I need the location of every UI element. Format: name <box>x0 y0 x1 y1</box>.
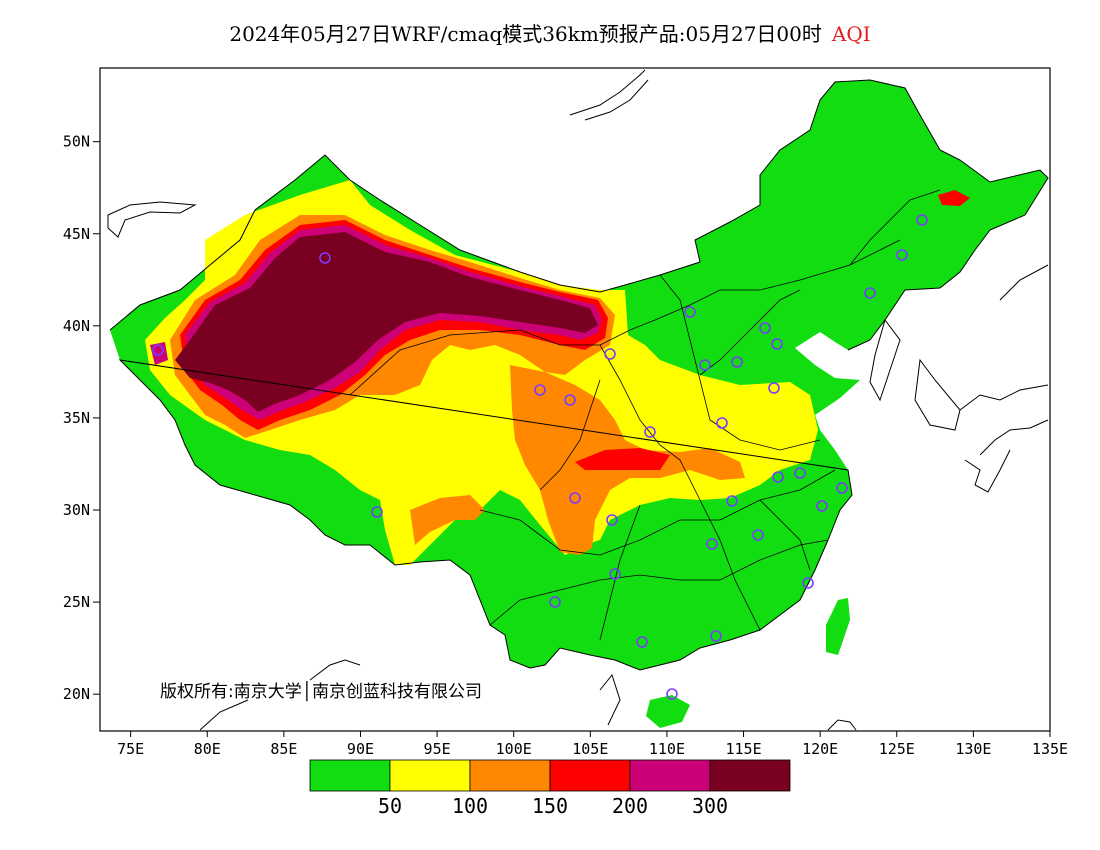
lon-tick-label: 115E <box>725 740 761 758</box>
station-marker <box>772 471 784 483</box>
lon-tick-label: 120E <box>802 740 838 758</box>
station-marker <box>609 568 621 580</box>
copyright-text: 版权所有:南京大学│南京创蓝科技有限公司 <box>160 681 482 702</box>
station-marker <box>759 322 771 334</box>
station-marker <box>706 538 718 550</box>
legend-swatch <box>549 759 631 792</box>
station-marker <box>710 630 722 642</box>
station-marker <box>816 500 828 512</box>
lon-tick-label: 85E <box>270 740 297 758</box>
station-marker <box>636 636 648 648</box>
lon-tick-label: 105E <box>572 740 608 758</box>
latitude-axis: 50N 45N 40N 35N 30N 25N 20N <box>63 133 100 703</box>
title-variable: AQI <box>831 22 871 46</box>
lat-tick-label: 25N <box>63 593 90 611</box>
station-marker <box>752 529 764 541</box>
station-marker <box>564 394 576 406</box>
station-marker <box>726 495 738 507</box>
longitude-axis: 75E 80E 85E 90E 95E 100E 105E 110E 115E 120E 125E 1… <box>117 731 1068 758</box>
legend-label: 300 <box>692 794 728 818</box>
lon-tick-label: 100E <box>496 740 532 758</box>
taiwan-island <box>826 598 850 655</box>
aqi-region-hazardous <box>175 232 598 412</box>
hainan-island <box>646 695 690 728</box>
legend-swatch <box>629 759 711 792</box>
lon-tick-label: 95E <box>424 740 451 758</box>
station-marker <box>864 287 876 299</box>
lon-tick-label: 80E <box>194 740 221 758</box>
station-marker <box>916 214 928 226</box>
station-marker <box>836 482 848 494</box>
legend-label: 200 <box>612 794 648 818</box>
station-marker <box>699 359 711 371</box>
station-marker <box>716 417 728 429</box>
lon-tick-label: 75E <box>117 740 144 758</box>
lon-tick-label: 135E <box>1032 740 1068 758</box>
lon-tick-label: 130E <box>955 740 991 758</box>
station-marker <box>644 426 656 438</box>
legend-swatch <box>389 759 471 792</box>
map-layer: 版权所有:南京大学│南京创蓝科技有限公司 <box>107 69 1049 731</box>
lon-tick-label: 90E <box>347 740 374 758</box>
lat-tick-label: 20N <box>63 685 90 703</box>
color-legend: 50 100 150 200 300 <box>309 759 791 818</box>
station-marker <box>896 249 908 261</box>
station-marker <box>569 492 581 504</box>
station-marker <box>152 344 164 356</box>
station-marker <box>604 348 616 360</box>
neighbouring-coastlines <box>107 69 1049 731</box>
lat-tick-label: 30N <box>63 501 90 519</box>
lon-tick-label: 110E <box>649 740 685 758</box>
title-main: 2024年05月27日WRF/cmaq模式36km预报产品:05月27日00时 <box>229 22 822 46</box>
lat-tick-label: 50N <box>63 133 90 151</box>
lon-tick-label: 125E <box>879 740 915 758</box>
lat-tick-label: 45N <box>63 225 90 243</box>
national-border <box>109 79 1049 671</box>
station-marker <box>549 596 561 608</box>
station-marker <box>666 688 678 700</box>
legend-swatch <box>309 759 391 792</box>
legend-swatch <box>709 759 791 792</box>
map-title: 2024年05月27日WRF/cmaq模式36km预报产品:05月27日00时 A… <box>0 18 1100 47</box>
legend-swatch <box>469 759 551 792</box>
legend-label: 50 <box>378 794 402 818</box>
station-marker <box>534 384 546 396</box>
station-marker <box>771 338 783 350</box>
station-marker <box>731 356 743 368</box>
station-marker <box>802 577 814 589</box>
station-marker <box>794 467 806 479</box>
station-marker <box>319 252 331 264</box>
station-marker <box>371 506 383 518</box>
legend-label: 150 <box>532 794 568 818</box>
station-marker <box>606 514 618 526</box>
station-markers <box>152 214 928 700</box>
lat-tick-label: 35N <box>63 409 90 427</box>
lat-tick-label: 40N <box>63 317 90 335</box>
legend-label: 100 <box>452 794 488 818</box>
map-frame <box>99 67 1051 732</box>
province-borders <box>349 189 941 641</box>
station-marker <box>768 382 780 394</box>
station-marker <box>684 306 696 318</box>
